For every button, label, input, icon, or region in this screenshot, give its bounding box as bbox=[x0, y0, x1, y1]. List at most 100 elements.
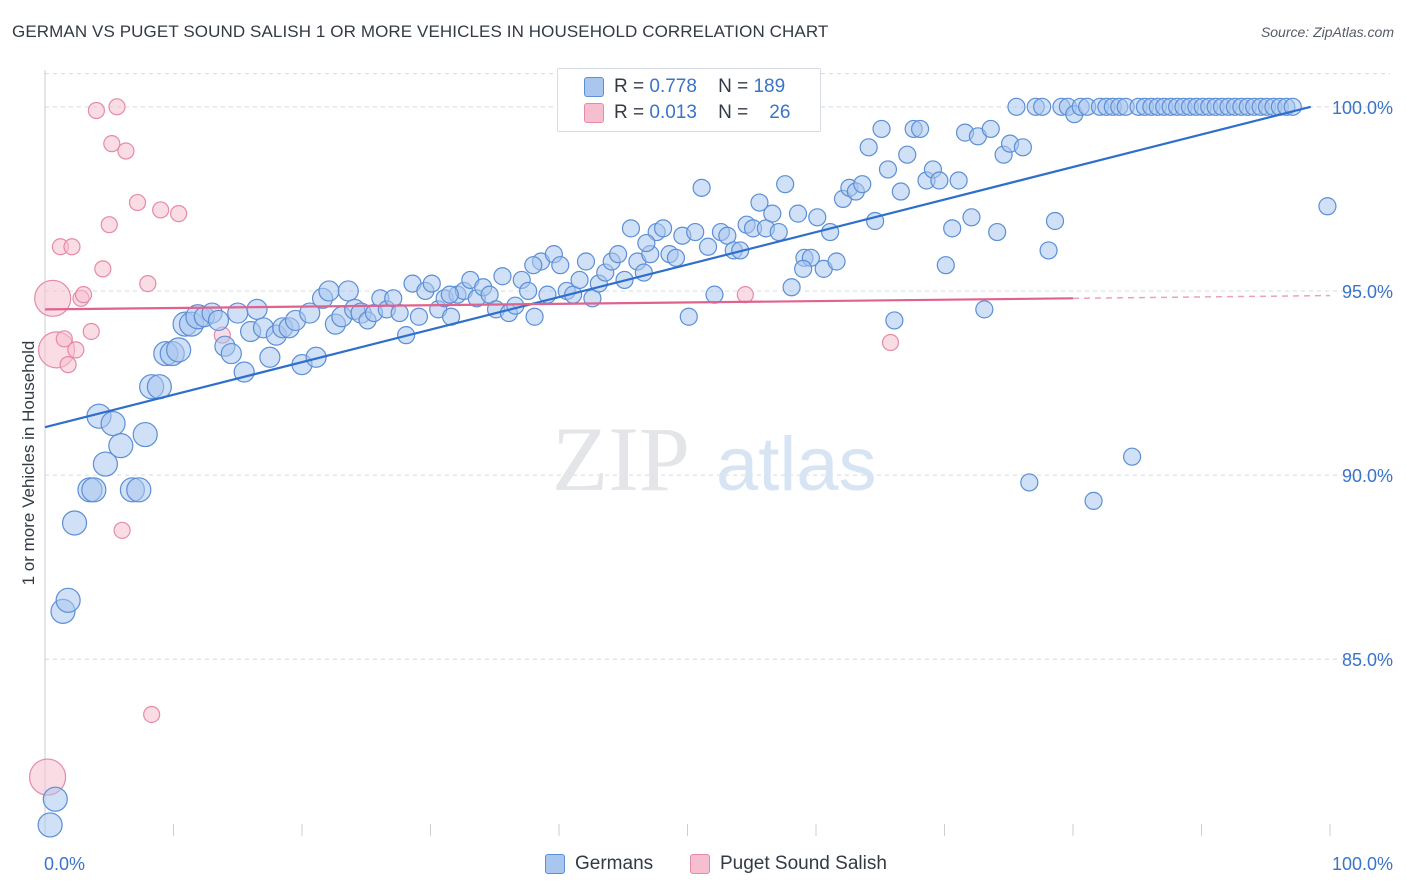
trend-line-germans bbox=[44, 105, 1311, 429]
scatter-point bbox=[898, 145, 917, 164]
scatter-point bbox=[885, 311, 904, 330]
scatter-point bbox=[981, 119, 1000, 139]
scatter-point bbox=[576, 252, 596, 271]
scatter-point bbox=[259, 346, 281, 368]
scatter-point bbox=[878, 160, 898, 179]
bottom-legend-salish: Puget Sound Salish bbox=[690, 852, 887, 876]
scatter-point bbox=[519, 281, 538, 301]
scatter-point bbox=[782, 278, 801, 297]
scatter-point bbox=[113, 521, 131, 539]
y-tick-label: 95.0% bbox=[1342, 282, 1393, 302]
watermark: ZIP atlas bbox=[552, 408, 877, 510]
scatter-point bbox=[705, 285, 724, 304]
scatter-point bbox=[794, 259, 813, 278]
scatter-point bbox=[61, 510, 88, 536]
y-tick-label: 90.0% bbox=[1342, 466, 1393, 486]
scatter-point bbox=[152, 201, 170, 219]
scatter-point bbox=[82, 322, 100, 341]
scatter-point bbox=[1033, 97, 1052, 116]
scatter-point bbox=[108, 433, 134, 459]
scatter-point bbox=[975, 300, 994, 319]
scatter-point bbox=[390, 303, 409, 323]
scatter-point bbox=[81, 477, 107, 503]
trend-line-salish bbox=[44, 297, 1074, 311]
scatter-point bbox=[686, 222, 705, 242]
trend-lines bbox=[44, 105, 1331, 429]
scatter-point bbox=[736, 286, 754, 304]
bottom-legend-label-salish: Puget Sound Salish bbox=[720, 853, 887, 874]
scatter-point bbox=[769, 222, 788, 242]
scatter-point bbox=[132, 421, 158, 448]
scatter-point bbox=[881, 333, 900, 352]
legend-r-label: R = bbox=[614, 102, 645, 123]
scatter-point bbox=[988, 222, 1007, 242]
scatter-point bbox=[692, 178, 711, 197]
scatter-point bbox=[493, 267, 512, 286]
scatter-point bbox=[949, 171, 968, 190]
scatter-point bbox=[246, 298, 268, 320]
scatter-point bbox=[59, 356, 77, 374]
scatter-point bbox=[1045, 211, 1065, 231]
scatter-point bbox=[962, 208, 981, 227]
chart-title: GERMAN VS PUGET SOUND SALISH 1 OR MORE V… bbox=[12, 22, 829, 41]
watermark-zip: ZIP bbox=[552, 408, 690, 510]
scatter-point bbox=[936, 256, 955, 275]
scatter-point bbox=[100, 410, 126, 437]
scatter-point bbox=[1007, 97, 1026, 116]
scatter-point bbox=[55, 587, 81, 613]
scatter-point bbox=[94, 260, 112, 278]
bottom-legend-swatch-germans bbox=[545, 854, 565, 874]
scatter-point bbox=[525, 307, 544, 326]
scatter-point bbox=[170, 205, 188, 223]
scatter-point bbox=[859, 138, 878, 157]
scatter-point bbox=[853, 175, 872, 194]
scatter-point bbox=[930, 171, 949, 190]
scatter-point bbox=[776, 175, 795, 194]
source-label: Source: ZipAtlas.com bbox=[1260, 24, 1394, 40]
scatter-point bbox=[299, 302, 321, 324]
scatter-point bbox=[872, 119, 891, 139]
scatter-point bbox=[337, 280, 359, 302]
scatter-point bbox=[1084, 491, 1103, 510]
legend-swatch-salish bbox=[584, 103, 604, 123]
scatter-point bbox=[1318, 197, 1337, 216]
legend-n-label: N = bbox=[718, 102, 749, 123]
watermark-atlas: atlas bbox=[716, 422, 877, 507]
scatter-point bbox=[943, 219, 962, 238]
legend-n-value: 189 bbox=[753, 76, 786, 97]
x-tick-label: 100.0% bbox=[1332, 854, 1393, 874]
scatter-point bbox=[318, 280, 340, 302]
legend-n-label: N = bbox=[718, 76, 749, 97]
y-axis-label: 1 or more Vehicles in Household bbox=[19, 341, 38, 586]
scatter-point bbox=[139, 274, 157, 293]
scatter-point bbox=[128, 193, 147, 212]
scatter-point bbox=[609, 245, 628, 264]
axes bbox=[44, 70, 1331, 836]
scatter-point bbox=[87, 101, 106, 120]
scatter-point bbox=[92, 451, 118, 477]
scatter-point bbox=[117, 142, 135, 160]
legend: R = 0.778 N = 189 R = 0.013 N = 26 bbox=[557, 68, 821, 132]
scatter-point bbox=[524, 256, 543, 275]
legend-r-value: 0.013 bbox=[649, 102, 697, 123]
scatter-point bbox=[103, 135, 121, 153]
scatter-point bbox=[910, 119, 930, 139]
bottom-legend-label-germans: Germans bbox=[575, 853, 654, 874]
scatter-point bbox=[891, 182, 910, 201]
scatter-point bbox=[42, 786, 68, 812]
legend-r-value: 0.778 bbox=[649, 76, 697, 97]
scatter-point bbox=[220, 342, 242, 365]
scatter-point bbox=[63, 238, 81, 256]
legend-swatch-germans bbox=[584, 77, 604, 97]
bottom-legend-swatch-salish bbox=[690, 854, 710, 874]
scatter-point bbox=[409, 307, 429, 326]
legend-row-germans: R = 0.778 N = 189 bbox=[584, 75, 785, 99]
scatter-point bbox=[808, 208, 827, 227]
y-tick-label: 100.0% bbox=[1332, 98, 1393, 118]
scatter-point bbox=[570, 270, 589, 290]
german-points bbox=[37, 97, 1337, 838]
scatter-point bbox=[67, 341, 85, 359]
scatter-point bbox=[440, 285, 459, 304]
legend-row-salish: R = 0.013 N = 26 bbox=[584, 101, 790, 125]
